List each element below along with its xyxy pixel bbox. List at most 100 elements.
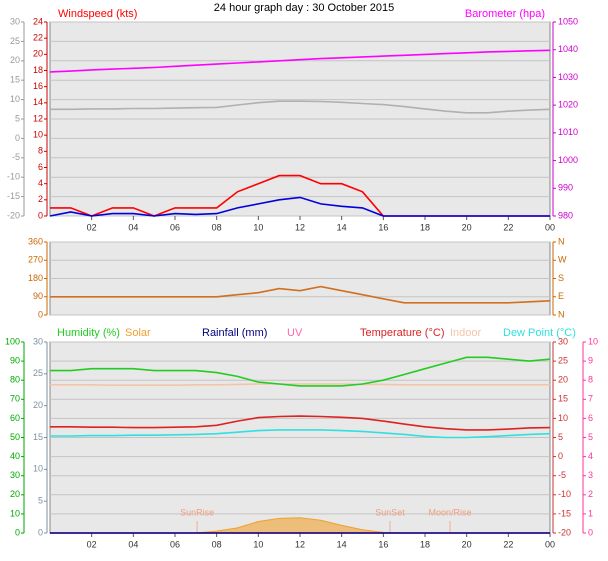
y-tick-label: 6 (38, 162, 43, 172)
x-tick-label: 08 (212, 222, 222, 232)
annotation: SunRise (180, 507, 214, 517)
y-tick-label: 15 (558, 394, 568, 404)
y-tick-label: 25 (558, 355, 568, 365)
x-tick-label: 22 (503, 539, 513, 549)
legend-entry: Barometer (hpa) (465, 8, 545, 20)
y-tick-label: 10 (10, 94, 20, 104)
series-line (50, 100, 551, 114)
y-tick-label: -20 (558, 527, 571, 537)
y-tick-label: -5 (12, 152, 20, 162)
y-tick-label: 0 (558, 451, 563, 461)
y-tick-label: 1050 (558, 16, 578, 26)
y-tick-label: 0 (15, 133, 20, 143)
y-tick-label: N (558, 236, 565, 246)
y-tick-label: 50 (10, 432, 20, 442)
x-tick-label: 00 (545, 539, 555, 549)
y-tick-label: 0 (38, 309, 43, 319)
y-tick-label: 20 (10, 55, 20, 65)
y-tick-label: 6 (588, 413, 593, 423)
y-tick-label: 9 (588, 355, 593, 365)
x-tick-label: 18 (420, 539, 430, 549)
y-tick-label: 10 (33, 130, 43, 140)
x-tick-label: 10 (253, 222, 263, 232)
series-line (50, 285, 551, 304)
y-tick-label: 3 (588, 470, 593, 480)
y-tick-label: -10 (7, 172, 20, 182)
y-tick-label: 90 (10, 355, 20, 365)
y-tick-label: 4 (38, 178, 43, 188)
y-tick-label: 60 (10, 413, 20, 423)
y-tick-label: 1010 (558, 127, 578, 137)
legend-entry: Humidity (%) (57, 327, 120, 339)
y-tick-label: 2 (38, 194, 43, 204)
y-tick-label: 20 (10, 489, 20, 499)
y-tick-label: 30 (10, 470, 20, 480)
y-tick-label: 990 (558, 183, 573, 193)
y-tick-label: 1020 (558, 100, 578, 110)
y-tick-label: 30 (558, 336, 568, 346)
legend-entry: Temperature (°C) (360, 327, 444, 339)
x-tick-label: 02 (87, 539, 97, 549)
x-tick-label: 16 (378, 539, 388, 549)
series-line (49, 196, 550, 217)
y-tick-label: S (558, 273, 564, 283)
series-line (50, 415, 551, 431)
x-tick-label: 14 (337, 222, 347, 232)
y-tick-label: 270 (28, 255, 43, 265)
y-tick-label: 1 (588, 508, 593, 518)
y-tick-label: 15 (10, 75, 20, 85)
legend-entry: UV (287, 327, 303, 339)
y-tick-label: 25 (33, 368, 43, 378)
y-tick-label: 0 (588, 527, 593, 537)
y-tick-label: 1000 (558, 155, 578, 165)
y-tick-label: E (558, 291, 564, 301)
y-tick-label: 8 (38, 146, 43, 156)
y-tick-label: 5 (558, 432, 563, 442)
x-tick-label: 14 (337, 539, 347, 549)
y-tick-label: 40 (10, 451, 20, 461)
x-tick-label: 06 (170, 539, 180, 549)
x-tick-label: 12 (295, 539, 305, 549)
y-tick-label: 30 (33, 336, 43, 346)
y-tick-label: -15 (558, 508, 571, 518)
y-tick-label: 20 (558, 375, 568, 385)
series-line (49, 49, 551, 73)
y-tick-label: 5 (15, 113, 20, 123)
y-tick-label: 360 (28, 236, 43, 246)
x-tick-label: 08 (212, 539, 222, 549)
y-tick-label: 18 (33, 65, 43, 75)
y-tick-label: 30 (10, 16, 20, 26)
series-line (50, 383, 550, 386)
x-tick-label: 04 (128, 222, 138, 232)
y-tick-label: 100 (5, 336, 20, 346)
y-tick-label: -5 (558, 470, 566, 480)
y-tick-label: 20 (33, 49, 43, 59)
legend-entry: Indoor (450, 327, 482, 339)
y-tick-label: 80 (10, 375, 20, 385)
x-tick-label: 12 (295, 222, 305, 232)
y-tick-label: 1030 (558, 72, 578, 82)
x-tick-label: 02 (87, 222, 97, 232)
y-tick-label: 10 (588, 336, 598, 346)
x-tick-label: 00 (545, 222, 555, 232)
x-tick-label: 22 (503, 222, 513, 232)
legend-entry: Solar (125, 327, 151, 339)
y-tick-label: 5 (38, 496, 43, 506)
x-tick-label: 20 (462, 539, 472, 549)
y-tick-label: W (558, 255, 567, 265)
y-tick-label: -20 (7, 210, 20, 220)
y-tick-label: 8 (588, 375, 593, 385)
y-tick-label: 1040 (558, 44, 578, 54)
x-tick-label: 04 (128, 539, 138, 549)
legend-entry: Rainfall (mm) (202, 327, 267, 339)
y-tick-label: 12 (33, 113, 43, 123)
y-tick-label: 5 (588, 432, 593, 442)
x-tick-label: 06 (170, 222, 180, 232)
series-line (50, 429, 551, 439)
x-tick-label: 20 (462, 222, 472, 232)
y-tick-label: 180 (28, 273, 43, 283)
y-tick-label: 25 (10, 36, 20, 46)
x-tick-label: 18 (420, 222, 430, 232)
y-tick-label: -15 (7, 191, 20, 201)
